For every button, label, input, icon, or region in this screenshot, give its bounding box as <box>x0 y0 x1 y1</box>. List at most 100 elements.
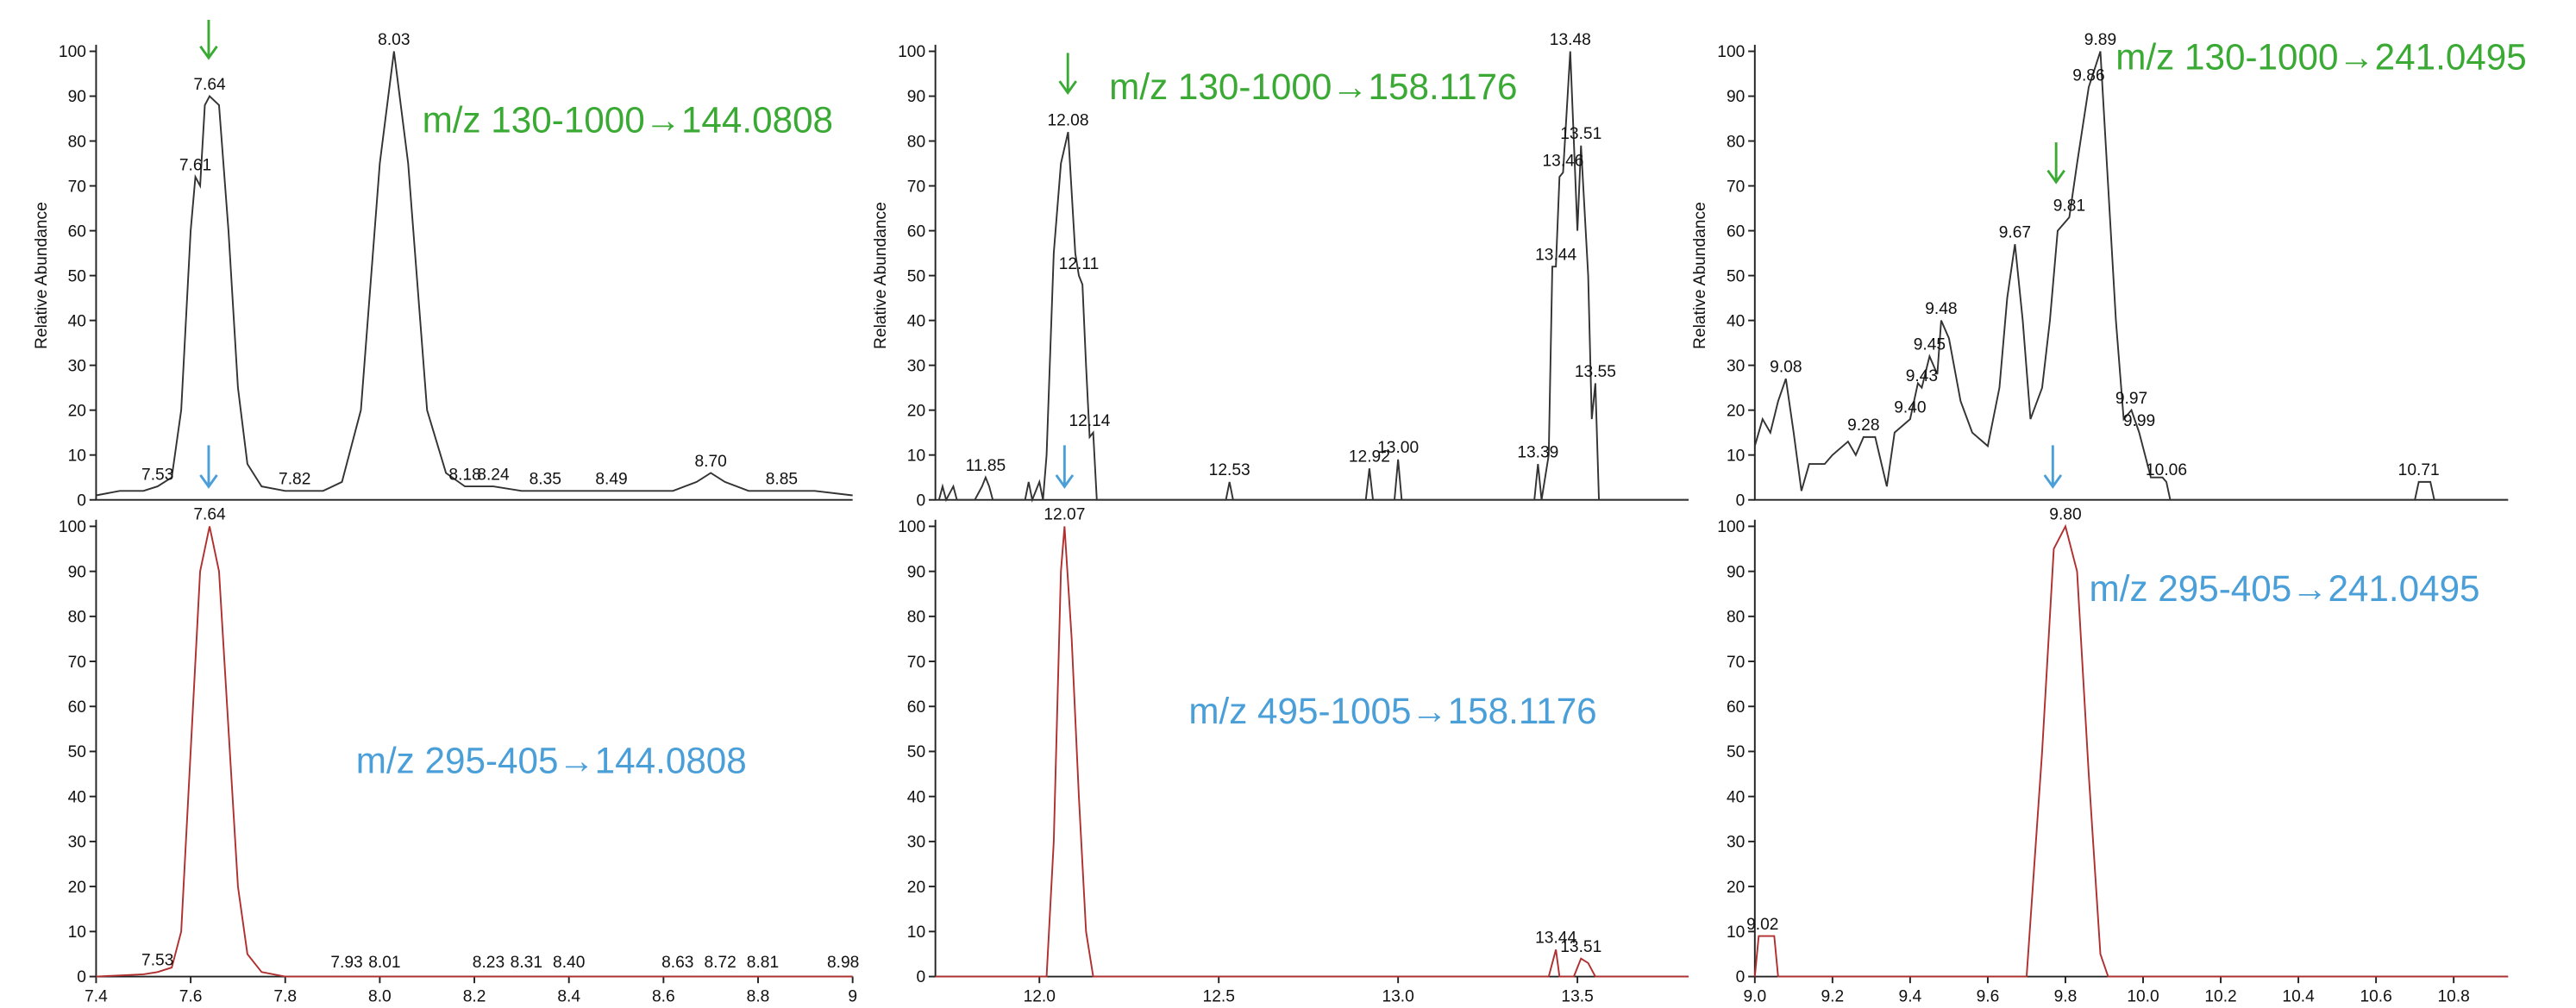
trace-line <box>935 526 1689 978</box>
peak-label: 8.81 <box>747 954 779 972</box>
y-tick-label: 80 <box>907 609 925 627</box>
y-axis-label: Relative Abundance <box>1691 202 1709 349</box>
peak-label: 8.40 <box>553 954 585 972</box>
peak-label: 8.03 <box>378 31 410 49</box>
x-tick-label: 9 <box>848 987 857 1005</box>
x-tick-label: 13.5 <box>1561 987 1593 1005</box>
peak-label: 8.70 <box>695 453 727 471</box>
peak-label: 13.44 <box>1535 247 1576 265</box>
peak-label: 10.71 <box>2398 461 2440 479</box>
peak-label: 8.85 <box>766 471 798 489</box>
y-tick-label: 20 <box>907 402 925 420</box>
arrow <box>2046 142 2065 185</box>
y-tick-label: 0 <box>77 968 86 986</box>
trace-label: m/z 295-405→144.0808 <box>356 740 747 780</box>
peak-label: 9.99 <box>2123 412 2155 430</box>
y-tick-label: 90 <box>1727 563 1745 581</box>
trace-line <box>96 51 853 497</box>
peak-label: 9.02 <box>1746 916 1778 934</box>
peak-label: 7.53 <box>141 952 173 970</box>
trace-label: m/z 130-1000→158.1176 <box>1109 66 1517 107</box>
y-tick-label: 80 <box>907 133 925 151</box>
x-tick-label: 8.4 <box>557 987 580 1005</box>
y-tick-label: 70 <box>907 178 925 196</box>
y-tick-label: 20 <box>907 879 925 897</box>
peak-label: 9.45 <box>1914 336 1946 354</box>
trace-label: m/z 130-1000→144.0808 <box>423 100 833 141</box>
peak-label: 13.51 <box>1560 125 1601 143</box>
y-tick-label: 30 <box>1727 834 1745 852</box>
arrow <box>1058 53 1077 95</box>
y-tick-label: 40 <box>1727 312 1745 330</box>
y-tick-label: 70 <box>1727 178 1745 196</box>
y-tick-label: 50 <box>68 743 86 761</box>
x-tick-label: 10.2 <box>2204 987 2236 1005</box>
y-tick-label: 100 <box>898 43 925 61</box>
y-tick-label: 20 <box>1727 402 1745 420</box>
y-tick-label: 10 <box>68 923 86 942</box>
y-tick-label: 30 <box>907 357 925 375</box>
peak-label: 11.85 <box>966 457 1006 475</box>
peak-label: 13.55 <box>1575 363 1616 381</box>
y-tick-label: 90 <box>907 88 925 106</box>
y-tick-label: 60 <box>1727 222 1745 241</box>
y-tick-label: 40 <box>1727 788 1745 806</box>
peak-label: 8.31 <box>511 954 542 972</box>
y-tick-label: 90 <box>68 563 86 581</box>
peak-label: 8.35 <box>530 471 561 489</box>
peak-label: 9.48 <box>1925 300 1957 318</box>
trace-label: m/z 295-405→241.0495 <box>2090 568 2480 609</box>
y-tick-label: 80 <box>68 133 86 151</box>
y-tick-label: 80 <box>68 609 86 627</box>
peak-label: 10.06 <box>2146 461 2187 479</box>
y-tick-label: 50 <box>907 743 925 761</box>
peak-label: 8.24 <box>477 466 510 484</box>
x-tick-label: 10.0 <box>2127 987 2159 1005</box>
peak-label: 8.63 <box>661 954 693 972</box>
y-tick-label: 40 <box>907 312 925 330</box>
y-tick-label: 50 <box>907 267 925 285</box>
y-tick-label: 10 <box>1727 447 1745 465</box>
y-axis-label: Relative Abundance <box>872 202 890 349</box>
x-tick-label: 12.5 <box>1203 987 1235 1005</box>
y-tick-label: 70 <box>1727 654 1745 672</box>
y-tick-label: 90 <box>68 88 86 106</box>
y-tick-label: 10 <box>1727 923 1745 942</box>
y-tick-label: 30 <box>907 834 925 852</box>
peak-label: 13.44 <box>1535 930 1576 948</box>
y-tick-label: 10 <box>907 447 925 465</box>
peak-label: 12.53 <box>1209 461 1250 479</box>
peak-label: 8.23 <box>473 954 505 972</box>
y-tick-label: 100 <box>1717 518 1745 536</box>
y-tick-label: 60 <box>907 222 925 241</box>
y-tick-label: 0 <box>916 968 925 986</box>
y-tick-label: 40 <box>907 788 925 806</box>
peak-label: 7.64 <box>193 506 226 524</box>
x-tick-label: 9.6 <box>1977 987 2000 1005</box>
y-tick-label: 60 <box>68 222 86 241</box>
y-tick-label: 70 <box>68 654 86 672</box>
x-tick-label: 10.4 <box>2282 987 2315 1005</box>
y-tick-label: 50 <box>68 267 86 285</box>
y-tick-label: 30 <box>68 834 86 852</box>
peak-label: 13.51 <box>1560 938 1601 956</box>
arrow <box>1055 445 1075 489</box>
y-tick-label: 100 <box>59 518 86 536</box>
peak-label: 9.97 <box>2115 390 2147 408</box>
trace-line <box>1753 523 2509 978</box>
y-tick-label: 0 <box>916 491 925 510</box>
y-tick-label: 70 <box>907 654 925 672</box>
peak-label: 9.40 <box>1894 398 1926 416</box>
x-tick-label: 8.0 <box>368 987 392 1005</box>
peak-label: 12.08 <box>1048 111 1089 129</box>
peak-label: 9.89 <box>2084 31 2116 49</box>
peak-label: 9.43 <box>1906 367 1938 385</box>
x-tick-label: 9.0 <box>1743 987 1766 1005</box>
x-tick-label: 8.8 <box>747 987 770 1005</box>
y-tick-label: 100 <box>1717 43 1745 61</box>
x-tick-label: 9.2 <box>1821 987 1845 1005</box>
y-tick-label: 20 <box>68 879 86 897</box>
y-tick-label: 60 <box>907 698 925 717</box>
peak-label: 8.18 <box>448 466 480 484</box>
y-tick-label: 100 <box>898 518 925 536</box>
